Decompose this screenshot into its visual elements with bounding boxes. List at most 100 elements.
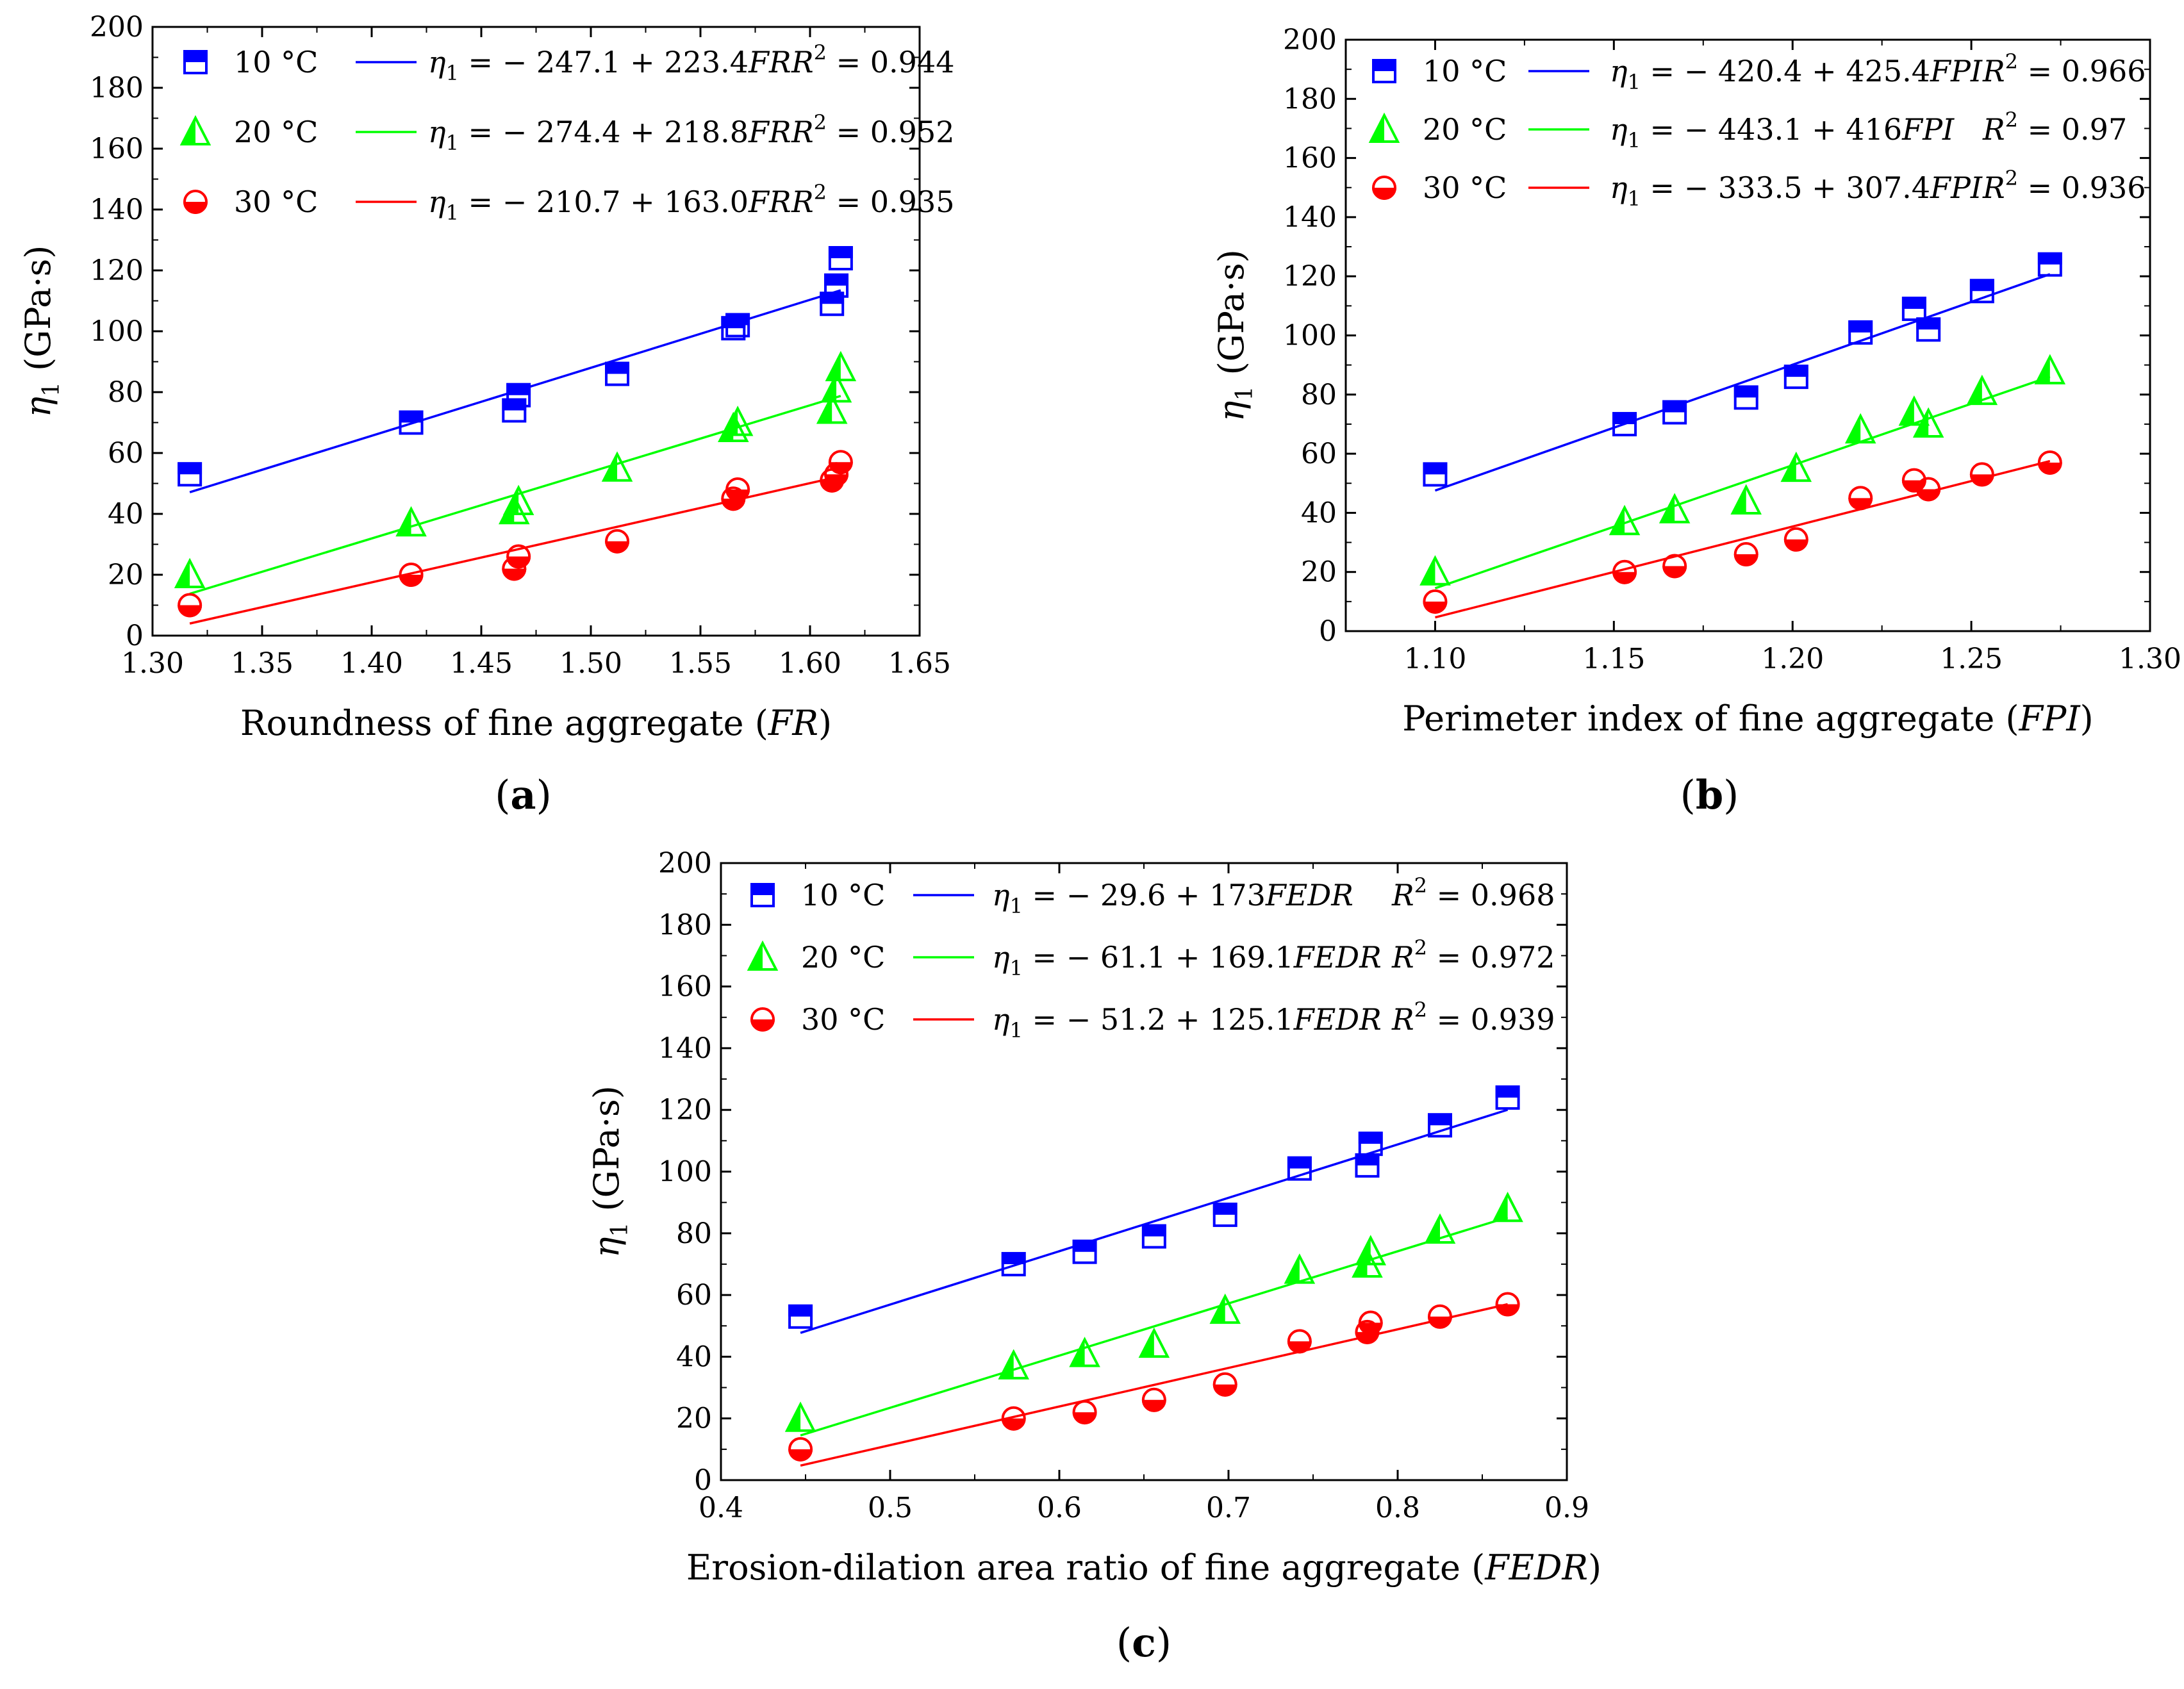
x-tick-label: 0.8 <box>1375 1492 1420 1524</box>
legend-r2-1: R2 = 0.952 <box>791 110 954 149</box>
panel-label: (b) <box>1680 771 1739 818</box>
x-tick-label: 0.9 <box>1544 1492 1589 1524</box>
panel-label: (a) <box>495 771 552 818</box>
y-tick-label: 40 <box>1301 497 1337 529</box>
y-tick-label: 80 <box>108 376 144 409</box>
y-tick-label: 200 <box>1283 24 1337 56</box>
x-tick-label: 1.30 <box>121 647 184 680</box>
data-point <box>1355 1153 1380 1178</box>
x-tick-label: 1.10 <box>1403 643 1466 675</box>
data-point <box>820 372 852 403</box>
legend-equation-2: η1 = − 210.7 + 163.0FR <box>428 185 791 225</box>
fit-line-2 <box>800 1303 1508 1467</box>
data-point <box>1358 1310 1383 1335</box>
y-tick-label: 20 <box>1301 556 1337 589</box>
legend-marker-2 <box>1372 176 1396 200</box>
legend-label-1: 20 °C <box>234 115 318 149</box>
data-point <box>722 406 754 436</box>
legend-marker-1 <box>747 940 779 971</box>
data-point <box>1001 1251 1026 1276</box>
x-tick-label: 0.7 <box>1206 1492 1251 1524</box>
legend-r2-2: R2 = 0.939 <box>1391 998 1555 1037</box>
fit-line-1 <box>800 1216 1509 1437</box>
fit-line-1 <box>1434 375 2051 589</box>
legend-equation-2: η1 = − 333.5 + 307.4FPI <box>1610 170 1983 211</box>
data-point <box>1358 1132 1383 1157</box>
data-point <box>2037 252 2062 277</box>
legend-equation-0: η1 = − 420.4 + 425.4FPI <box>1610 54 1983 94</box>
data-point <box>1428 1113 1452 1138</box>
y-tick-label: 200 <box>90 11 144 44</box>
data-point <box>1423 462 1448 487</box>
data-point <box>1848 320 1873 345</box>
data-point <box>1783 527 1808 552</box>
data-point <box>1141 1224 1166 1249</box>
x-tick-label: 1.50 <box>559 647 622 680</box>
legend-label-0: 10 °C <box>234 45 318 79</box>
y-tick-label: 140 <box>1283 201 1337 234</box>
y-axis-title: η1 (GPa·s) <box>1211 249 1258 422</box>
data-point <box>1848 486 1873 511</box>
data-point <box>1001 1406 1026 1431</box>
data-point <box>502 398 527 423</box>
panel-a: 0 20 40 60 80 100 120 140 160 180 200 1.30 1.35 1.40 1… <box>18 11 954 818</box>
legend-marker-0 <box>183 50 208 74</box>
legend-label-0: 10 °C <box>801 878 885 912</box>
data-point <box>1966 374 1998 406</box>
data-point <box>605 361 630 386</box>
data-point <box>816 393 848 424</box>
data-point <box>399 410 424 435</box>
x-tick-label: 1.35 <box>231 647 294 680</box>
data-point <box>1969 462 1994 487</box>
data-point <box>1495 1085 1520 1110</box>
data-point <box>1844 413 1876 444</box>
panel-b: 0 20 40 60 80 100 120 140 160 180 200 1.10 1.15 1.20 1… <box>1211 24 2181 818</box>
y-tick-label: 140 <box>90 194 144 226</box>
panel-c: 0 20 40 60 80 100 120 140 160 180 200 0.4 0.5 0.6 0.7 0… <box>586 847 1601 1666</box>
data-point <box>395 506 427 537</box>
data-point <box>725 477 750 502</box>
data-point <box>1662 400 1687 425</box>
data-point <box>178 462 203 487</box>
data-point <box>1730 484 1762 515</box>
y-tick-label: 60 <box>676 1279 712 1312</box>
y-axis-title: η1 (GPa·s) <box>18 245 65 418</box>
legend-r2-2: R2 = 0.936 <box>1982 166 2146 205</box>
y-tick-label: 0 <box>1319 615 1337 648</box>
data-point <box>1212 1372 1237 1397</box>
legend-marker-2 <box>750 1007 775 1032</box>
data-point <box>1495 1292 1520 1317</box>
data-point <box>1072 1400 1097 1425</box>
legend-equation-1: η1 = − 61.1 + 169.1FEDR <box>992 940 1382 980</box>
x-tick-label: 1.30 <box>2119 643 2181 675</box>
data-point <box>725 313 750 338</box>
data-point <box>1733 542 1758 567</box>
data-point <box>1898 395 1930 426</box>
data-point <box>1912 407 1944 438</box>
x-tick-label: 0.5 <box>868 1492 913 1524</box>
data-point <box>605 529 630 554</box>
y-tick-label: 120 <box>1283 260 1337 293</box>
y-tick-label: 180 <box>1283 83 1337 115</box>
y-tick-label: 160 <box>1283 142 1337 175</box>
y-tick-label: 60 <box>1301 438 1337 470</box>
legend-label-2: 30 °C <box>234 185 318 219</box>
data-point <box>1916 477 1941 502</box>
legend-r2-2: R2 = 0.935 <box>791 180 954 219</box>
y-tick-label: 160 <box>658 971 712 1003</box>
legend-label-2: 30 °C <box>801 1002 885 1037</box>
data-point <box>502 484 534 515</box>
data-point <box>1612 559 1637 584</box>
legend-r2-0: R2 = 0.966 <box>1982 49 2146 88</box>
data-point <box>1072 1239 1097 1264</box>
data-point <box>1733 385 1758 410</box>
y-tick-label: 200 <box>658 847 712 880</box>
y-tick-label: 100 <box>1283 320 1337 352</box>
data-point <box>825 350 857 381</box>
x-tick-label: 1.45 <box>450 647 513 680</box>
data-point <box>784 1401 816 1432</box>
y-tick-label: 180 <box>658 909 712 941</box>
legend-marker-1 <box>1368 112 1400 143</box>
legend-r2-1: R2 = 0.97 <box>1982 108 2127 147</box>
